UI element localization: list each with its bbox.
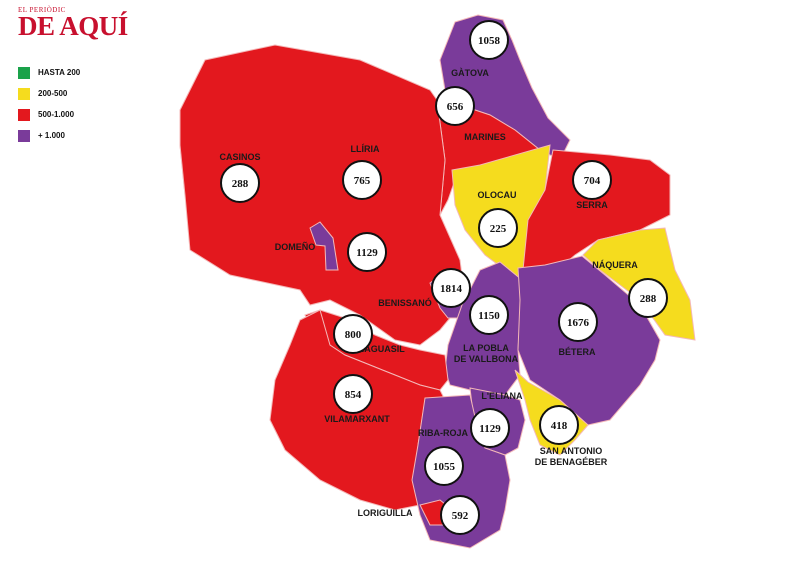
map-labels: GÀTOVA MARINES CASINOS LLÍRIA OLOCAU SERRA DOM… [219, 68, 638, 518]
legend-label: HASTA 200 [38, 68, 81, 77]
municipality-label: NÁQUERA [592, 260, 638, 270]
municipality-label: SERRA [576, 200, 608, 210]
value-bubble: 765 [342, 160, 382, 200]
municipality-label: LA POBLA DE VALLBONA [454, 343, 519, 364]
municipality-label: BENAGUASIL [345, 344, 405, 354]
value-bubble: 854 [333, 374, 373, 414]
value-bubble: 1676 [558, 302, 598, 342]
municipality-label: GÀTOVA [451, 68, 489, 78]
value-bubble: 800 [333, 314, 373, 354]
municipality-label: MARINES [464, 132, 506, 142]
legend-item: 200-500 [18, 83, 80, 104]
bubble-value: 1150 [478, 310, 500, 322]
bubble-value: 288 [232, 178, 249, 190]
bubble-circle [347, 232, 387, 272]
value-bubble: 1129 [470, 408, 510, 448]
bubble-value: 765 [354, 175, 371, 187]
municipality-label: L'ELIANA [481, 391, 523, 401]
value-bubble: 1129 [347, 232, 387, 272]
value-bubble: 704 [572, 160, 612, 200]
masthead: EL PERIÒDIC DE AQUÍ [18, 6, 128, 41]
municipality-label: RIBA-ROJA [418, 428, 469, 438]
legend-swatch-red [18, 108, 30, 121]
value-bubble: 1055 [424, 446, 464, 486]
bubble-value: 1676 [567, 317, 590, 329]
municipality-label: VILAMARXANT [324, 414, 390, 424]
bubble-value: 704 [584, 175, 601, 187]
bubble-circle [478, 208, 518, 248]
map-bubbles: 1058 656 288 765 225 704 1129 288 1814 1150 1676 80… [220, 20, 668, 535]
bubble-circle [469, 20, 509, 60]
bubble-circle [558, 302, 598, 342]
legend-swatch-yellow [18, 87, 30, 100]
region-bétera [517, 255, 661, 426]
value-bubble: 288 [220, 163, 260, 203]
municipality-label: BÉTERA [558, 347, 596, 357]
value-bubble: 592 [440, 495, 480, 535]
bubble-circle [220, 163, 260, 203]
masthead-small: EL PERIÒDIC [18, 6, 66, 14]
bubble-value: 288 [640, 293, 657, 305]
legend-swatch-purple [18, 129, 30, 142]
region-domeño [309, 221, 339, 271]
bubble-circle [572, 160, 612, 200]
legend-label: 200-500 [38, 89, 68, 98]
legend-label: 500-1.000 [38, 110, 75, 119]
bubble-value: 1058 [478, 35, 501, 47]
legend-swatch-green [18, 66, 30, 79]
municipality-label: LORIGUILLA [358, 508, 413, 518]
bubble-value: 854 [345, 389, 362, 401]
bubble-value: 1129 [356, 247, 378, 259]
value-bubble: 1814 [431, 268, 471, 308]
value-bubble: 288 [628, 278, 668, 318]
masthead-logo: DE AQUÍ [18, 11, 128, 41]
legend-item: 500-1.000 [18, 104, 80, 125]
value-bubble: 656 [435, 86, 475, 126]
value-bubble: 1150 [469, 295, 509, 335]
municipality-label: DOMEÑO [275, 242, 316, 252]
bubble-circle [333, 374, 373, 414]
bubble-circle [440, 495, 480, 535]
bubble-value: 1814 [440, 283, 463, 295]
bubble-value: 800 [345, 329, 362, 341]
bubble-circle [342, 160, 382, 200]
bubble-circle [628, 278, 668, 318]
bubble-value: 592 [452, 510, 469, 522]
municipality-label: CASINOS [219, 152, 260, 162]
bubble-value: 656 [447, 101, 464, 113]
bubble-circle [333, 314, 373, 354]
region-llíria [179, 44, 466, 346]
bubble-value: 1055 [433, 461, 456, 473]
legend: HASTA 200 200-500 500-1.000 + 1.000 [18, 62, 80, 146]
bubble-circle [469, 295, 509, 335]
municipality-label: LLÍRIA [351, 144, 380, 154]
bubble-circle [539, 405, 579, 445]
municipality-label: BENISSANÓ [378, 297, 432, 308]
bubble-circle [435, 86, 475, 126]
bubble-value: 225 [490, 223, 507, 235]
value-bubble: 418 [539, 405, 579, 445]
bubble-circle [470, 408, 510, 448]
value-bubble: 225 [478, 208, 518, 248]
legend-item: + 1.000 [18, 125, 80, 146]
bubble-value: 418 [551, 420, 568, 432]
bubble-circle [424, 446, 464, 486]
legend-item: HASTA 200 [18, 62, 80, 83]
value-bubble: 1058 [469, 20, 509, 60]
legend-label: + 1.000 [38, 131, 65, 140]
municipality-label: OLOCAU [478, 190, 517, 200]
municipality-label: SAN ANTONIO DE BENAGÉBER [535, 446, 608, 467]
bubble-circle [431, 268, 471, 308]
bubble-value: 1129 [479, 423, 501, 435]
